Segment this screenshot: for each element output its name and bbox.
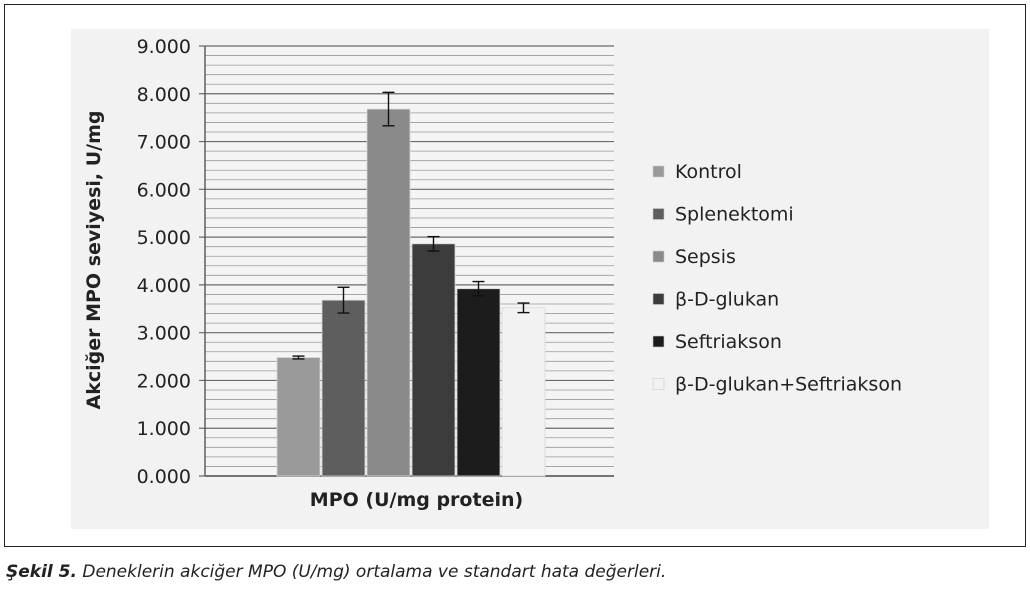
legend-label-4: Seftriakson (675, 331, 782, 353)
y-tick-label: 6.000 (137, 179, 191, 201)
y-tick-label: 7.000 (137, 132, 191, 154)
legend-label-3: β-D-glukan (675, 289, 779, 311)
y-tick-label: 5.000 (137, 227, 191, 249)
y-tick-label: 3.000 (137, 323, 191, 345)
legend-label-1: Splenektomi (675, 204, 794, 226)
legend-swatch-1 (652, 208, 665, 220)
figure-caption: Şekil 5. Deneklerin akciğer MPO (U/mg) o… (6, 562, 666, 582)
bar-2 (366, 108, 411, 477)
x-axis-label: MPO (U/mg protein) (310, 489, 523, 511)
legend-swatch-5 (652, 378, 665, 390)
bar-4 (456, 288, 501, 477)
legend-swatch-0 (652, 165, 665, 178)
legend-swatch-2 (652, 250, 665, 263)
y-tick-label: 8.000 (137, 84, 191, 106)
legend-label-5: β-D-glukan+Seftriakson (675, 374, 902, 396)
caption-text: Deneklerin akciğer MPO (U/mg) ortalama v… (76, 562, 667, 582)
y-tick-label: 9.000 (137, 36, 191, 58)
legend-label-0: Kontrol (675, 161, 742, 183)
caption-label: Şekil 5. (6, 562, 77, 582)
bar-5 (501, 307, 546, 477)
bar-3 (411, 243, 456, 477)
y-tick-label: 0.000 (137, 466, 191, 488)
bar-1 (321, 299, 366, 477)
y-axis-label: Akciğer MPO seviyesi, U/mg (83, 111, 105, 410)
legend-swatch-4 (652, 335, 665, 348)
legend-swatch-3 (652, 293, 665, 305)
legend-label-2: Sepsis (675, 246, 736, 268)
mpo-bar-chart: 0.000 1.000 2.000 3.000 4.000 5.000 6.000 7.000… (83, 36, 902, 511)
bar-0 (276, 357, 321, 477)
y-tick-label: 2.000 (137, 370, 191, 392)
y-tick-label: 4.000 (137, 275, 191, 297)
y-tick-label: 1.000 (137, 418, 191, 440)
